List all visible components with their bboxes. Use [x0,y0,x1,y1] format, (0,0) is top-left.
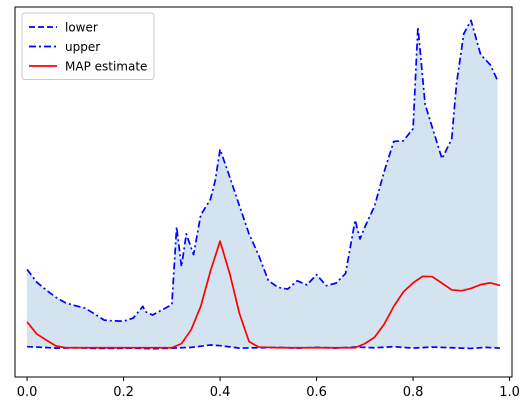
legend-box [21,12,155,80]
x-tick-label: 0.4 [210,385,231,400]
x-tick-label: 0.6 [306,385,327,400]
plot-area [26,19,501,350]
x-axis: 0.0 0.2 0.4 0.6 0.8 1.0 [17,377,520,400]
x-tick-label: 0.8 [403,385,424,400]
legend: lower upper MAP estimate [21,12,155,80]
legend-label: upper [65,40,100,54]
x-tick-label: 1.0 [499,385,520,400]
legend-label: MAP estimate [65,60,147,74]
series-line-map-estimate [26,240,501,349]
axes-frame [14,6,513,378]
x-tick-label: 0.2 [113,385,134,400]
confidence-band [27,20,498,349]
x-tick-label: 0.0 [17,385,38,400]
series-line-upper [26,19,499,323]
legend-label: lower [65,21,98,35]
